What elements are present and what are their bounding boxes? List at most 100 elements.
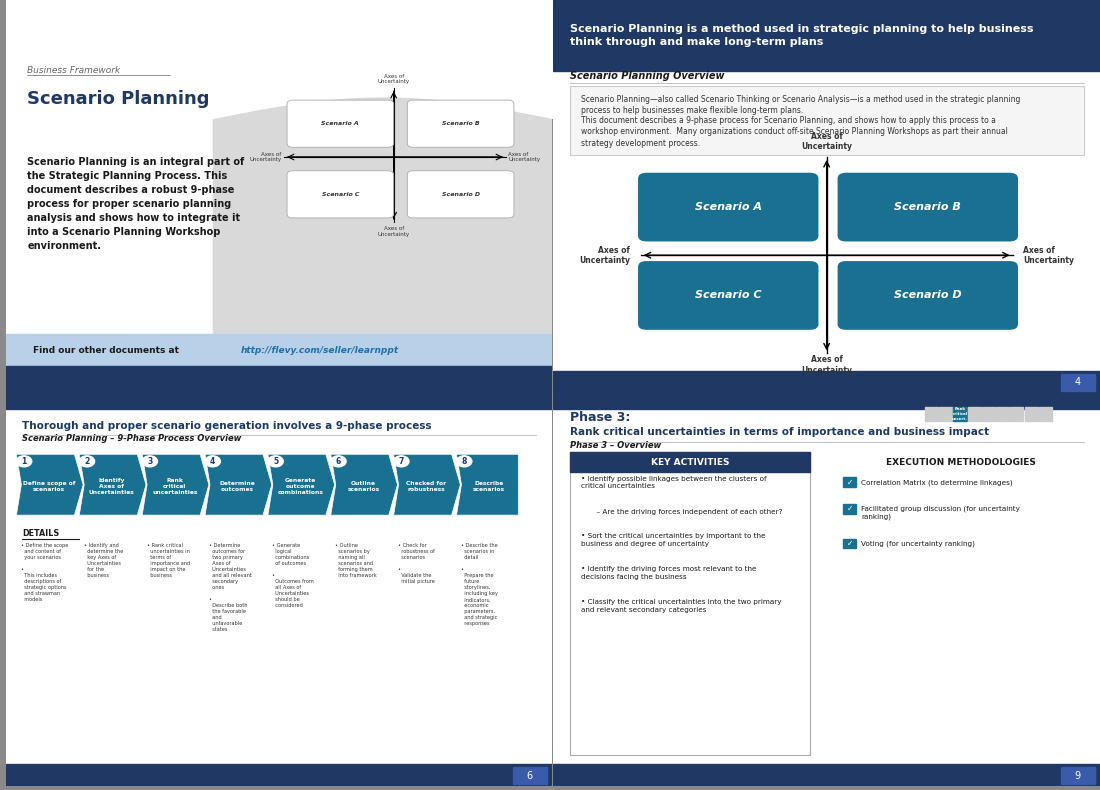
Text: Generate
outcome
combinations: Generate outcome combinations bbox=[277, 479, 323, 495]
Circle shape bbox=[456, 456, 472, 467]
FancyBboxPatch shape bbox=[837, 261, 1018, 329]
Text: • Describe the
  scenarios in
  detail

• 
  Prepare the
  future
  storylines,
: • Describe the scenarios in detail • Pre… bbox=[461, 544, 498, 626]
Text: Outline
scenarios: Outline scenarios bbox=[348, 481, 380, 492]
Text: Scenario Planning – 9-Phase Process Overview: Scenario Planning – 9-Phase Process Over… bbox=[22, 435, 241, 443]
Bar bbox=[6, 333, 552, 367]
Bar bbox=[843, 504, 856, 514]
Circle shape bbox=[79, 456, 95, 467]
Text: Axes of
Uncertainty: Axes of Uncertainty bbox=[579, 246, 630, 265]
Polygon shape bbox=[394, 454, 461, 515]
Text: Scenario D: Scenario D bbox=[894, 291, 961, 300]
Text: http://flevy.com/seller/learnppt: http://flevy.com/seller/learnppt bbox=[241, 346, 398, 355]
Text: Rank
critical
uncert.: Rank critical uncert. bbox=[953, 408, 968, 420]
FancyBboxPatch shape bbox=[638, 261, 818, 329]
Text: • Identify the driving forces most relevant to the
decisions facing the business: • Identify the driving forces most relev… bbox=[581, 566, 756, 580]
FancyBboxPatch shape bbox=[570, 86, 1084, 155]
FancyBboxPatch shape bbox=[638, 173, 818, 242]
Bar bbox=[843, 539, 856, 548]
Text: ✓: ✓ bbox=[846, 539, 852, 548]
Text: 7: 7 bbox=[398, 457, 404, 466]
Bar bbox=[570, 453, 811, 472]
Text: Correlation Matrix (to determine linkages): Correlation Matrix (to determine linkage… bbox=[861, 479, 1013, 486]
Text: – Are the driving forces independent of each other?: – Are the driving forces independent of … bbox=[592, 509, 782, 515]
Text: Axes of
Uncertainty: Axes of Uncertainty bbox=[377, 73, 409, 85]
Text: Rank
critical
uncertainties: Rank critical uncertainties bbox=[152, 479, 197, 495]
Text: Axes of
Uncertainty: Axes of Uncertainty bbox=[801, 132, 852, 151]
Text: • Sort the critical uncertainties by important to the
business and degree of unc: • Sort the critical uncertainties by imp… bbox=[581, 533, 766, 547]
Text: • Determine
  outcomes for
  two primary
  Axes of
  Uncertainties
  and all rel: • Determine outcomes for two primary Axe… bbox=[209, 544, 252, 633]
Bar bbox=[843, 477, 856, 487]
Text: • Outline
  scenarios by
  naming all
  scenarios and
  forming them
  into fram: • Outline scenarios by naming all scenar… bbox=[336, 544, 377, 578]
Text: Determine
outcomes: Determine outcomes bbox=[220, 481, 255, 492]
Bar bbox=[1010, 407, 1023, 421]
Text: Find our other documents at: Find our other documents at bbox=[33, 346, 182, 355]
Bar bbox=[553, 393, 1100, 409]
FancyBboxPatch shape bbox=[407, 100, 514, 147]
Bar bbox=[997, 407, 1009, 421]
Text: 4: 4 bbox=[210, 457, 216, 466]
Bar bbox=[925, 407, 938, 421]
Circle shape bbox=[205, 456, 220, 467]
Circle shape bbox=[16, 456, 32, 467]
Text: Rank critical uncertainties in terms of importance and business impact: Rank critical uncertainties in terms of … bbox=[570, 427, 989, 438]
Text: Scenario B: Scenario B bbox=[442, 121, 480, 126]
Text: ✓: ✓ bbox=[846, 504, 852, 514]
Bar bbox=[1024, 407, 1037, 421]
FancyBboxPatch shape bbox=[287, 171, 394, 218]
Text: 1: 1 bbox=[22, 457, 26, 466]
Text: Scenario Planning is a method used in strategic planning to help business
think : Scenario Planning is a method used in st… bbox=[570, 24, 1033, 47]
Bar bbox=[6, 366, 552, 393]
Text: Phase 3:: Phase 3: bbox=[570, 411, 630, 424]
Text: Scenario Planning is an integral part of
the Strategic Planning Process. This
do: Scenario Planning is an integral part of… bbox=[28, 157, 244, 251]
Text: Scenario A: Scenario A bbox=[695, 202, 761, 212]
Bar bbox=[213, 16, 552, 369]
Text: This document describes a 9-phase process for Scenario Planning, and shows how t: This document describes a 9-phase proces… bbox=[581, 116, 1008, 148]
Text: • Identify possible linkages between the clusters of
critical uncertainties: • Identify possible linkages between the… bbox=[581, 476, 766, 489]
Polygon shape bbox=[79, 454, 146, 515]
Bar bbox=[553, 765, 1100, 786]
Text: • Define the scope
  and content of
  your scenarios

• 
  This includes
  descr: • Define the scope and content of your s… bbox=[21, 544, 68, 603]
Text: • Check for
  robustness of
  scenarios

• 
  Validate the
  initial picture: • Check for robustness of scenarios • Va… bbox=[398, 544, 434, 585]
Text: 9: 9 bbox=[1075, 771, 1080, 781]
Text: Axes of
Uncertainty: Axes of Uncertainty bbox=[801, 356, 852, 374]
Text: DETAILS: DETAILS bbox=[22, 529, 59, 537]
Bar bbox=[6, 765, 552, 786]
Text: 5: 5 bbox=[273, 457, 278, 466]
Bar bbox=[1060, 374, 1094, 391]
Text: Axes of
Uncertainty: Axes of Uncertainty bbox=[508, 152, 540, 163]
Circle shape bbox=[142, 456, 157, 467]
Text: 2: 2 bbox=[85, 457, 89, 466]
FancyBboxPatch shape bbox=[570, 453, 811, 754]
Polygon shape bbox=[268, 454, 334, 515]
FancyBboxPatch shape bbox=[837, 173, 1018, 242]
Bar bbox=[513, 767, 547, 784]
Bar bbox=[553, 371, 1100, 393]
Circle shape bbox=[331, 456, 346, 467]
Text: EXECUTION METHODOLOGIES: EXECUTION METHODOLOGIES bbox=[886, 457, 1035, 467]
Text: Scenario Planning—also called Scenario Thinking or Scenario Analysis—is a method: Scenario Planning—also called Scenario T… bbox=[581, 95, 1020, 115]
Text: Scenario C: Scenario C bbox=[695, 291, 761, 300]
Bar bbox=[982, 407, 996, 421]
Polygon shape bbox=[456, 454, 518, 515]
Bar bbox=[968, 407, 981, 421]
Text: Voting (for uncertainty ranking): Voting (for uncertainty ranking) bbox=[861, 540, 975, 547]
Bar bbox=[1038, 407, 1052, 421]
Text: Business Framework: Business Framework bbox=[28, 66, 121, 74]
FancyBboxPatch shape bbox=[287, 100, 394, 147]
Text: Scenario A: Scenario A bbox=[321, 121, 360, 126]
Bar bbox=[6, 393, 552, 409]
Text: Identify
Axes of
Uncertainties: Identify Axes of Uncertainties bbox=[89, 479, 134, 495]
Text: Axes of
Uncertainty: Axes of Uncertainty bbox=[250, 152, 282, 163]
Text: Define scope of
scenarios: Define scope of scenarios bbox=[23, 481, 75, 492]
Text: • Identify and
  determine the
  key Axes of
  Uncertainties
  for the
  busines: • Identify and determine the key Axes of… bbox=[84, 544, 123, 578]
Bar bbox=[553, 0, 1100, 70]
Bar bbox=[954, 407, 967, 421]
Text: • Rank critical
  uncertainties in
  terms of
  importance and
  impact on the
 : • Rank critical uncertainties in terms o… bbox=[146, 544, 189, 578]
Text: Thorough and proper scenario generation involves a 9-phase process: Thorough and proper scenario generation … bbox=[22, 421, 431, 431]
FancyBboxPatch shape bbox=[407, 171, 514, 218]
Bar bbox=[1060, 767, 1094, 784]
Text: KEY ACTIVITIES: KEY ACTIVITIES bbox=[651, 457, 729, 467]
Text: Scenario B: Scenario B bbox=[894, 202, 961, 212]
Text: ✓: ✓ bbox=[846, 478, 852, 487]
Circle shape bbox=[394, 456, 409, 467]
